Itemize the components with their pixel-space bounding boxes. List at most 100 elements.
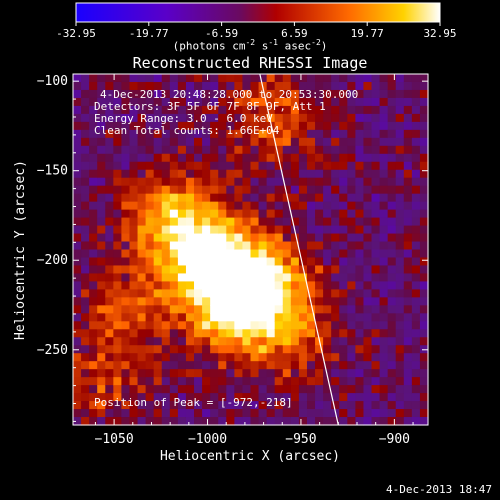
heatmap-cell (355, 353, 365, 362)
heatmap-cell (145, 297, 155, 306)
heatmap-cell (194, 233, 203, 243)
heatmap-cell (218, 129, 227, 139)
heatmap-cell (97, 105, 106, 115)
heatmap-cell (218, 313, 227, 322)
heatmap-cell (419, 129, 429, 139)
heatmap-cell (169, 105, 179, 115)
heatmap-cell (202, 265, 211, 275)
heatmap-cell (89, 233, 98, 243)
heatmap-cell (298, 409, 308, 418)
heatmap-cell (395, 81, 405, 91)
heatmap-cell (177, 393, 187, 402)
heatmap-cell (242, 145, 252, 155)
heatmap-cell (250, 177, 260, 187)
heatmap-cell (411, 105, 421, 115)
heatmap-cell (266, 273, 276, 283)
heatmap-cell (226, 265, 235, 275)
heatmap-cell (306, 121, 316, 131)
heatmap-cell (339, 257, 348, 267)
heatmap-cell (137, 385, 147, 394)
heatmap-cell (290, 233, 300, 243)
heatmap-cell (234, 305, 244, 314)
heatmap-cell (121, 113, 131, 123)
heatmap-cell (194, 257, 203, 267)
heatmap-cell (113, 337, 123, 346)
heatmap-cell (169, 313, 179, 322)
heatmap-cell (242, 201, 252, 211)
heatmap-cell (282, 385, 292, 394)
heatmap-cell (194, 345, 203, 354)
heatmap-cell (89, 305, 98, 314)
heatmap-cell (169, 137, 179, 147)
heatmap-cell (315, 217, 324, 227)
heatmap-cell (258, 417, 268, 426)
heatmap-cell (339, 353, 348, 362)
heatmap-cell (242, 97, 252, 107)
heatmap-cell (121, 74, 131, 83)
heatmap-cell (323, 129, 332, 139)
heatmap-cell (258, 329, 268, 338)
heatmap-cell (161, 129, 171, 139)
heatmap-cell (234, 377, 244, 386)
heatmap-cell (274, 377, 284, 386)
heatmap-cell (363, 257, 373, 267)
heatmap-cell (347, 337, 356, 346)
heatmap-cell (161, 401, 171, 410)
heatmap-cell (129, 337, 139, 346)
heatmap-cell (274, 81, 284, 91)
heatmap-cell (121, 153, 131, 163)
heatmap-cell (161, 329, 171, 338)
heatmap-cell (266, 129, 276, 139)
heatmap-cell (210, 273, 219, 283)
heatmap-cell (258, 353, 268, 362)
heatmap-cell (145, 393, 155, 402)
heatmap-cell (234, 89, 244, 99)
heatmap-cell (169, 265, 179, 275)
heatmap-cell (363, 305, 373, 314)
heatmap-cell (379, 321, 389, 330)
heatmap-cell (137, 105, 147, 115)
heatmap-cell (395, 313, 405, 322)
heatmap-cell (129, 353, 139, 362)
heatmap-cell (226, 81, 235, 91)
heatmap-cell (355, 249, 365, 259)
heatmap-cell (266, 361, 276, 370)
heatmap-cell (113, 81, 123, 91)
heatmap-cell (194, 201, 203, 211)
heatmap-cell (153, 193, 163, 203)
heatmap-cell (218, 121, 227, 131)
heatmap-cell (371, 369, 381, 378)
heatmap-cell (97, 185, 106, 195)
heatmap-cell (226, 345, 235, 354)
heatmap-cell (298, 97, 308, 107)
heatmap-cell (89, 313, 98, 322)
heatmap-cell (194, 353, 203, 362)
heatmap-cell (161, 409, 171, 418)
heatmap-cell (105, 81, 114, 91)
heatmap-cell (411, 305, 421, 314)
heatmap-cell (89, 217, 98, 227)
heatmap-cell (290, 193, 300, 203)
heatmap-cell (371, 281, 381, 290)
heatmap-cell (323, 121, 332, 131)
heatmap-cell (137, 401, 147, 410)
heatmap-cell (153, 177, 163, 187)
heatmap-cell (315, 401, 324, 410)
heatmap-cell (395, 137, 405, 147)
heatmap-cell (234, 257, 244, 267)
heatmap-cell (129, 361, 139, 370)
heatmap-cell (411, 273, 421, 283)
heatmap-cell (323, 297, 332, 306)
heatmap-cell (89, 329, 98, 338)
colorbar-tick-label: 6.59 (281, 27, 308, 40)
heatmap-cell (419, 81, 429, 91)
heatmap-cell (202, 169, 211, 179)
heatmap-cell (185, 401, 195, 410)
heatmap-cell (153, 185, 163, 195)
heatmap-cell (379, 353, 389, 362)
heatmap-cell (161, 281, 171, 290)
heatmap-cell (177, 217, 187, 227)
heatmap-cell (105, 145, 114, 155)
footer-timestamp: 4-Dec-2013 18:47 (386, 483, 492, 496)
heatmap-cell (137, 417, 147, 426)
